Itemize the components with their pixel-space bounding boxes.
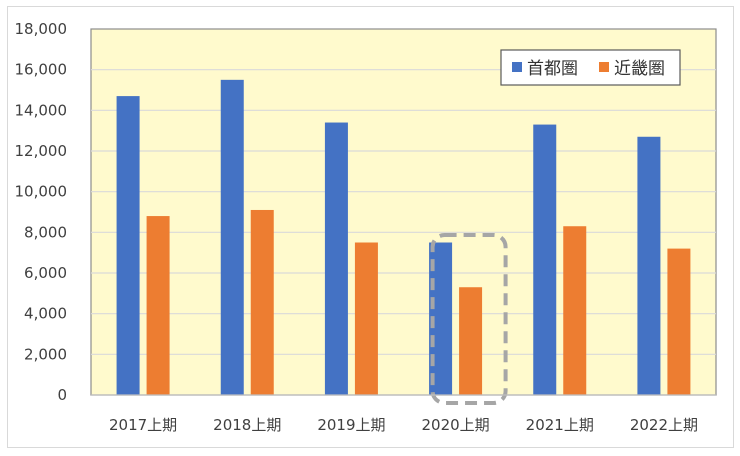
y-tick-label: 14,000 xyxy=(15,101,68,119)
x-tick-label: 2022上期 xyxy=(630,416,698,434)
legend-label: 近畿圏 xyxy=(614,59,665,79)
y-tick-label: 0 xyxy=(57,386,67,404)
y-tick-label: 10,000 xyxy=(15,183,68,201)
bar-shutoken xyxy=(220,79,244,395)
bar-shutoken xyxy=(116,96,140,395)
bar-shutoken xyxy=(429,242,453,395)
bar-kinkiken xyxy=(250,209,274,395)
y-tick-label: 18,000 xyxy=(15,20,68,38)
legend-swatch xyxy=(512,62,522,72)
y-tick-label: 16,000 xyxy=(15,61,68,79)
bar-kinkiken xyxy=(459,287,483,395)
bar-kinkiken xyxy=(563,226,587,395)
bar-shutoken xyxy=(533,124,557,396)
x-tick-label: 2020上期 xyxy=(421,416,489,434)
y-tick-label: 6,000 xyxy=(24,264,67,282)
bar-shutoken xyxy=(324,122,348,396)
x-tick-label: 2018上期 xyxy=(213,416,281,434)
bar-shutoken xyxy=(637,136,661,395)
legend-box xyxy=(500,49,681,86)
y-tick-label: 2,000 xyxy=(24,345,67,363)
y-tick-label: 8,000 xyxy=(24,223,67,241)
x-tick-label: 2017上期 xyxy=(109,416,177,434)
y-tick-label: 4,000 xyxy=(24,305,67,323)
chart-frame xyxy=(7,6,734,448)
highlight-box xyxy=(430,233,508,405)
legend-swatch xyxy=(599,62,609,72)
plot-area xyxy=(90,28,717,396)
y-tick-label: 12,000 xyxy=(15,142,68,160)
bar-kinkiken xyxy=(354,242,378,395)
x-tick-label: 2021上期 xyxy=(526,416,594,434)
x-tick-label: 2019上期 xyxy=(317,416,385,434)
bar-kinkiken xyxy=(667,248,691,395)
bar-kinkiken xyxy=(146,216,170,395)
legend-label: 首都圏 xyxy=(527,59,578,79)
